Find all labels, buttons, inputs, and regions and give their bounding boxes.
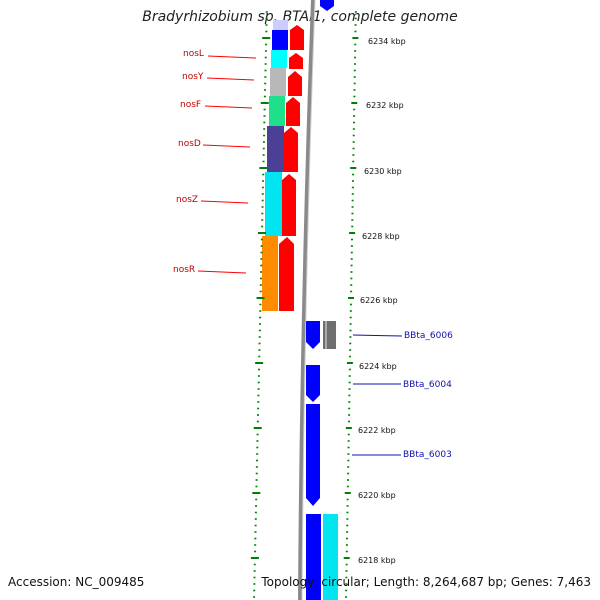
outer-block-lavender	[273, 20, 288, 30]
gene-label-BBta_6004: BBta_6004	[403, 380, 452, 390]
red-arrow-nosZ	[284, 127, 298, 172]
blue-arrow-BBta_6004	[306, 365, 320, 402]
kbp-label-6222: 6222 kbp	[358, 426, 396, 435]
kbp-label-6232: 6232 kbp	[366, 101, 404, 110]
gene-label-nosD: nosD	[178, 139, 201, 149]
outer-block-nosR	[262, 236, 278, 311]
kbp-label-6226: 6226 kbp	[360, 296, 398, 305]
right-inner-track	[306, 321, 338, 600]
blue-arrow-BBta_6006	[306, 321, 320, 349]
kbp-label-6230: 6230 kbp	[364, 167, 402, 176]
kbp-label-6228: 6228 kbp	[362, 232, 400, 241]
leader-nosD	[202, 144, 251, 148]
gene-label-nosZ: nosZ	[176, 195, 198, 205]
outer-block-nosD	[267, 126, 284, 172]
kbp-label-6220: 6220 kbp	[358, 491, 396, 500]
left-inner-track	[279, 25, 304, 311]
leader-BBta_6006	[352, 334, 403, 337]
red-arrow-nosR-upper	[282, 174, 296, 236]
gene-label-nosR: nosR	[173, 265, 195, 275]
blue-block-bottom	[306, 514, 321, 600]
red-arrow-nosY	[289, 53, 303, 69]
kbp-label-6218: 6218 kbp	[358, 556, 396, 565]
right-tick-track	[343, 11, 359, 598]
leader-nosF	[204, 105, 253, 109]
leader-nosL	[207, 55, 257, 59]
right-gene-labels: BBta_6006 BBta_6004 BBta_6003	[352, 331, 453, 460]
gene-label-nosY: nosY	[182, 72, 204, 82]
outer-block-nosZ	[265, 172, 282, 236]
leader-nosR	[197, 270, 247, 274]
accession-text: Accession: NC_009485	[8, 575, 145, 589]
gray-block	[323, 321, 336, 349]
left-tick-track	[250, 11, 271, 598]
genome-backbone	[298, 0, 315, 600]
red-arrow-nosD	[286, 97, 300, 126]
kbp-label-6224: 6224 kbp	[359, 362, 397, 371]
outer-block-nosL	[272, 30, 288, 50]
outer-block-nosF	[269, 96, 285, 126]
outer-block-cyan	[271, 50, 287, 68]
genome-backbone-highlight	[301, 0, 316, 600]
gene-label-BBta_6003: BBta_6003	[403, 450, 452, 460]
kbp-labels: 6234 kbp 6232 kbp 6230 kbp 6228 kbp 6226…	[358, 37, 406, 565]
red-arrow-nosL	[290, 25, 304, 50]
blue-arrow-BBta_6003	[306, 404, 320, 506]
red-arrow-nosR	[279, 237, 294, 311]
cyan-block-bottom	[323, 514, 338, 600]
gene-label-nosF: nosF	[180, 100, 201, 110]
leader-nosY	[206, 77, 255, 81]
gene-label-nosL: nosL	[183, 49, 204, 59]
outer-block-nosY	[270, 68, 286, 96]
gray-block-edge	[325, 321, 327, 349]
top-right-gene-fragment	[320, 0, 334, 11]
red-arrow-nosF	[288, 71, 302, 96]
gene-label-BBta_6006: BBta_6006	[404, 331, 453, 341]
kbp-label-6234: 6234 kbp	[368, 37, 406, 46]
left-gene-labels: nosL nosY nosF nosD nosZ nosR	[173, 49, 257, 275]
leader-nosZ	[200, 200, 249, 204]
genome-title: Bradyrhizobium sp. BTAi1, complete genom…	[142, 9, 458, 25]
left-outer-track	[262, 20, 288, 311]
genome-summary-text: Topology: circular; Length: 8,264,687 bp…	[261, 575, 591, 589]
